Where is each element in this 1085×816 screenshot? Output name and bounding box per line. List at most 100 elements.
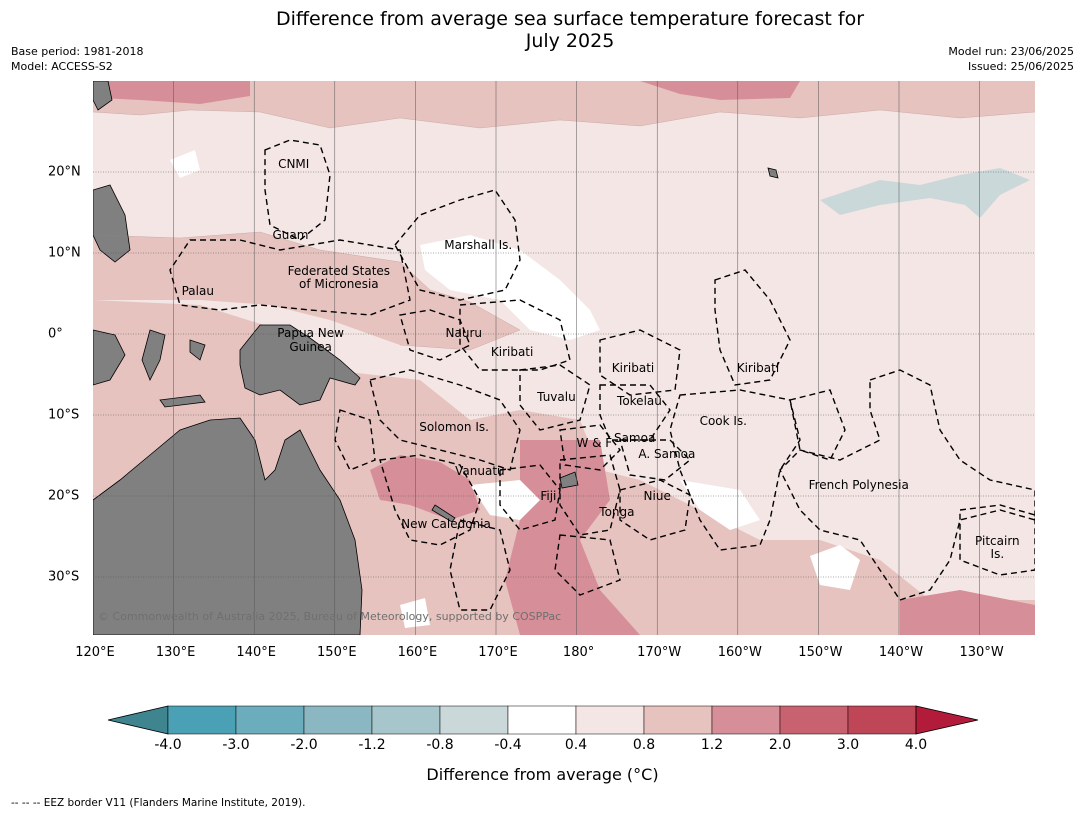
colorbar-segment	[303, 705, 373, 735]
place-label: Palau	[181, 284, 214, 299]
colorbar-tick-label: -0.4	[494, 737, 522, 753]
title-line-2: July 2025	[525, 30, 615, 52]
place-label: Kiribati	[490, 344, 534, 359]
place-label: Kiribati	[611, 361, 655, 376]
place-label: Pitcairn	[975, 533, 1020, 548]
model-name: Model: ACCESS-S2	[11, 60, 113, 73]
x-tick-label: 140°E	[236, 645, 276, 660]
colorbar-arrow-low	[107, 705, 169, 735]
y-tick-label: 10°S	[48, 407, 80, 423]
place-label: Tonga	[599, 505, 635, 520]
colorbar-tick-label: -3.0	[222, 737, 250, 753]
philippines	[93, 184, 131, 263]
place-label: New Caledonia	[401, 517, 491, 532]
place-label: Papua New	[277, 326, 344, 341]
x-tick-label: 170°W	[637, 645, 682, 660]
x-tick-label: 170°E	[478, 645, 518, 660]
place-label: Vanuatu	[455, 463, 505, 478]
colorbar-tick-label: -4.0	[154, 737, 182, 753]
base-period: Base period: 1981-2018	[11, 45, 144, 58]
title-line-1: Difference from average sea surface temp…	[275, 8, 865, 30]
eez-footnote: -- -- -- EEZ border V11 (Flanders Marine…	[11, 797, 306, 809]
land-masses	[93, 81, 779, 635]
taiwan	[93, 81, 113, 111]
y-tick-label: 10°N	[48, 245, 81, 261]
place-label: Fiji	[540, 489, 557, 503]
colorbar-segment	[643, 705, 713, 735]
copyright-notice: © Commonwealth of Australia 2025, Bureau…	[98, 610, 562, 623]
place-label: Guam	[272, 228, 309, 243]
y-tick-label: 20°N	[48, 164, 81, 180]
eez-borders	[169, 139, 1035, 611]
y-tick-label: 30°S	[48, 569, 80, 585]
colorbar-segment	[575, 705, 645, 735]
colorbar-tick-label: -0.8	[426, 737, 454, 753]
graticule	[93, 81, 1035, 635]
x-tick-label: 150°E	[317, 645, 357, 660]
colorbar-tick-label: 0.4	[564, 737, 588, 753]
x-tick-label: 120°E	[75, 645, 115, 660]
map-title: Difference from average sea surface temp…	[0, 8, 1085, 52]
x-tick-label: 130°W	[959, 645, 1004, 660]
x-tick-label: 180°	[562, 645, 595, 660]
place-label: W & F	[576, 436, 613, 451]
colorbar-segment	[847, 705, 917, 735]
x-tick-label: 130°E	[155, 645, 196, 660]
sulawesi	[141, 329, 166, 381]
place-label: Kiribati	[736, 361, 780, 376]
colorbar-segment	[235, 705, 305, 735]
colorbar	[107, 705, 979, 735]
new-caledonia-land	[431, 504, 456, 523]
colorbar-tick-label: 4.0	[904, 737, 928, 753]
place-label: French Polynesia	[808, 477, 909, 492]
colorbar-segment	[779, 705, 849, 735]
meta-left: Base period: 1981-2018 Model: ACCESS-S2	[11, 44, 143, 74]
place-label: A. Samoa	[638, 446, 696, 461]
colorbar-segment	[711, 705, 781, 735]
place-label: Niue	[643, 489, 671, 503]
place-label: Tokelau	[617, 394, 662, 409]
place-label: Solomon Is.	[419, 420, 489, 435]
place-label: Guinea	[289, 339, 332, 354]
colorbar-title-unit: °C)	[633, 765, 659, 784]
place-label: CNMI	[278, 156, 310, 171]
issued-date: Issued: 25/06/2025	[967, 60, 1074, 73]
colorbar-tick-label: 3.0	[836, 737, 860, 753]
colorbar-arrow-high	[915, 705, 979, 735]
colorbar-tick-label: 2.0	[768, 737, 792, 753]
colorbar-segment	[507, 705, 577, 735]
y-tick-label: 20°S	[48, 488, 80, 504]
place-label: Is.	[990, 547, 1005, 562]
place-label: Federated States	[287, 263, 391, 278]
x-tick-label: 160°W	[717, 645, 762, 660]
colorbar-tick-label: 0.8	[632, 737, 656, 753]
australia	[93, 417, 363, 635]
colorbar-title-text: Difference from average (	[426, 765, 634, 784]
colorbar-title: Difference from average (°C)	[0, 765, 1085, 784]
colorbar-tick-label: -1.2	[358, 737, 386, 753]
meta-right: Model run: 23/06/2025 Issued: 25/06/2025	[948, 44, 1074, 74]
x-tick-label: 150°W	[798, 645, 843, 660]
model-run: Model run: 23/06/2025	[948, 45, 1074, 58]
colorbar-tick-label: -2.0	[290, 737, 318, 753]
timor	[159, 394, 206, 408]
new-guinea	[239, 324, 361, 406]
place-label: of Micronesia	[299, 276, 379, 291]
place-label: Samoa	[613, 430, 656, 445]
fiji-land	[559, 471, 579, 489]
x-tick-label: 160°E	[397, 645, 438, 660]
y-tick-label: 0°	[48, 326, 63, 342]
colorbar-segment	[167, 705, 237, 735]
colorbar-segment	[371, 705, 441, 735]
contour-lines	[93, 109, 1035, 351]
hawaii	[767, 167, 779, 179]
colorbar-segment	[439, 705, 509, 735]
place-label: Marshall Is.	[444, 237, 513, 252]
colorbar-tick-label: 1.2	[700, 737, 724, 753]
map-plot-area	[93, 81, 1035, 635]
place-label: Tuvalu	[537, 390, 576, 405]
place-label: Cook Is.	[699, 414, 747, 429]
place-label: Nauru	[445, 326, 482, 341]
halmahera	[189, 339, 206, 361]
